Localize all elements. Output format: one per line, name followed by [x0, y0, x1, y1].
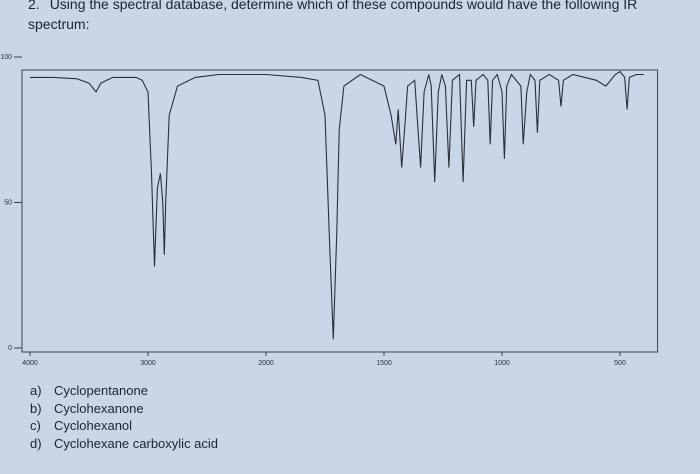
question-number: 2.: [28, 0, 40, 12]
option-text: Cyclohexanol: [54, 418, 133, 433]
plot-frame: [21, 69, 659, 353]
option: a) Cyclopentanone: [30, 382, 218, 400]
y-tick-label: 100: [0, 54, 12, 61]
y-tick-label: 0: [8, 345, 12, 352]
option-letter: c): [30, 418, 41, 433]
option: d) Cyclohexane carboxylic acid: [30, 435, 218, 453]
option-text: Cyclohexanone: [54, 400, 144, 416]
options: a) Cyclopentanone b) Cyclohexanone c) Cyclohe…: [30, 382, 218, 452]
x-tick-label: 2000: [258, 360, 274, 367]
x-tick-label: 1500: [376, 360, 392, 367]
option-letter: a): [30, 383, 42, 398]
question: 2. Using the spectral database, determine…: [28, 0, 668, 34]
option: c) Cyclohexanol: [30, 417, 218, 435]
option-letter: b): [30, 400, 42, 416]
ir-spectrum: 0 50 100 4000 3000 2000 1500 1000 500: [0, 54, 659, 367]
x-tick-label: 1000: [494, 360, 510, 367]
option-letter: d): [30, 435, 42, 451]
question-text: Using the spectral database, determine w…: [28, 0, 638, 32]
x-tick-label: 4000: [22, 360, 38, 367]
spectrum-line: [30, 70, 644, 340]
x-tick-label: 500: [614, 360, 626, 367]
y-tick-label: 50: [4, 199, 12, 206]
x-tick-label: 3000: [140, 360, 156, 367]
option-text: Cyclohexane carboxylic acid: [54, 435, 219, 451]
option-text: Cyclopentanone: [54, 383, 148, 398]
option: b) Cyclohexanone: [30, 400, 218, 418]
